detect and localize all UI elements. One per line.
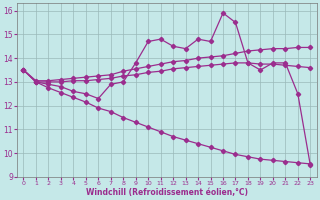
X-axis label: Windchill (Refroidissement éolien,°C): Windchill (Refroidissement éolien,°C) (86, 188, 248, 197)
